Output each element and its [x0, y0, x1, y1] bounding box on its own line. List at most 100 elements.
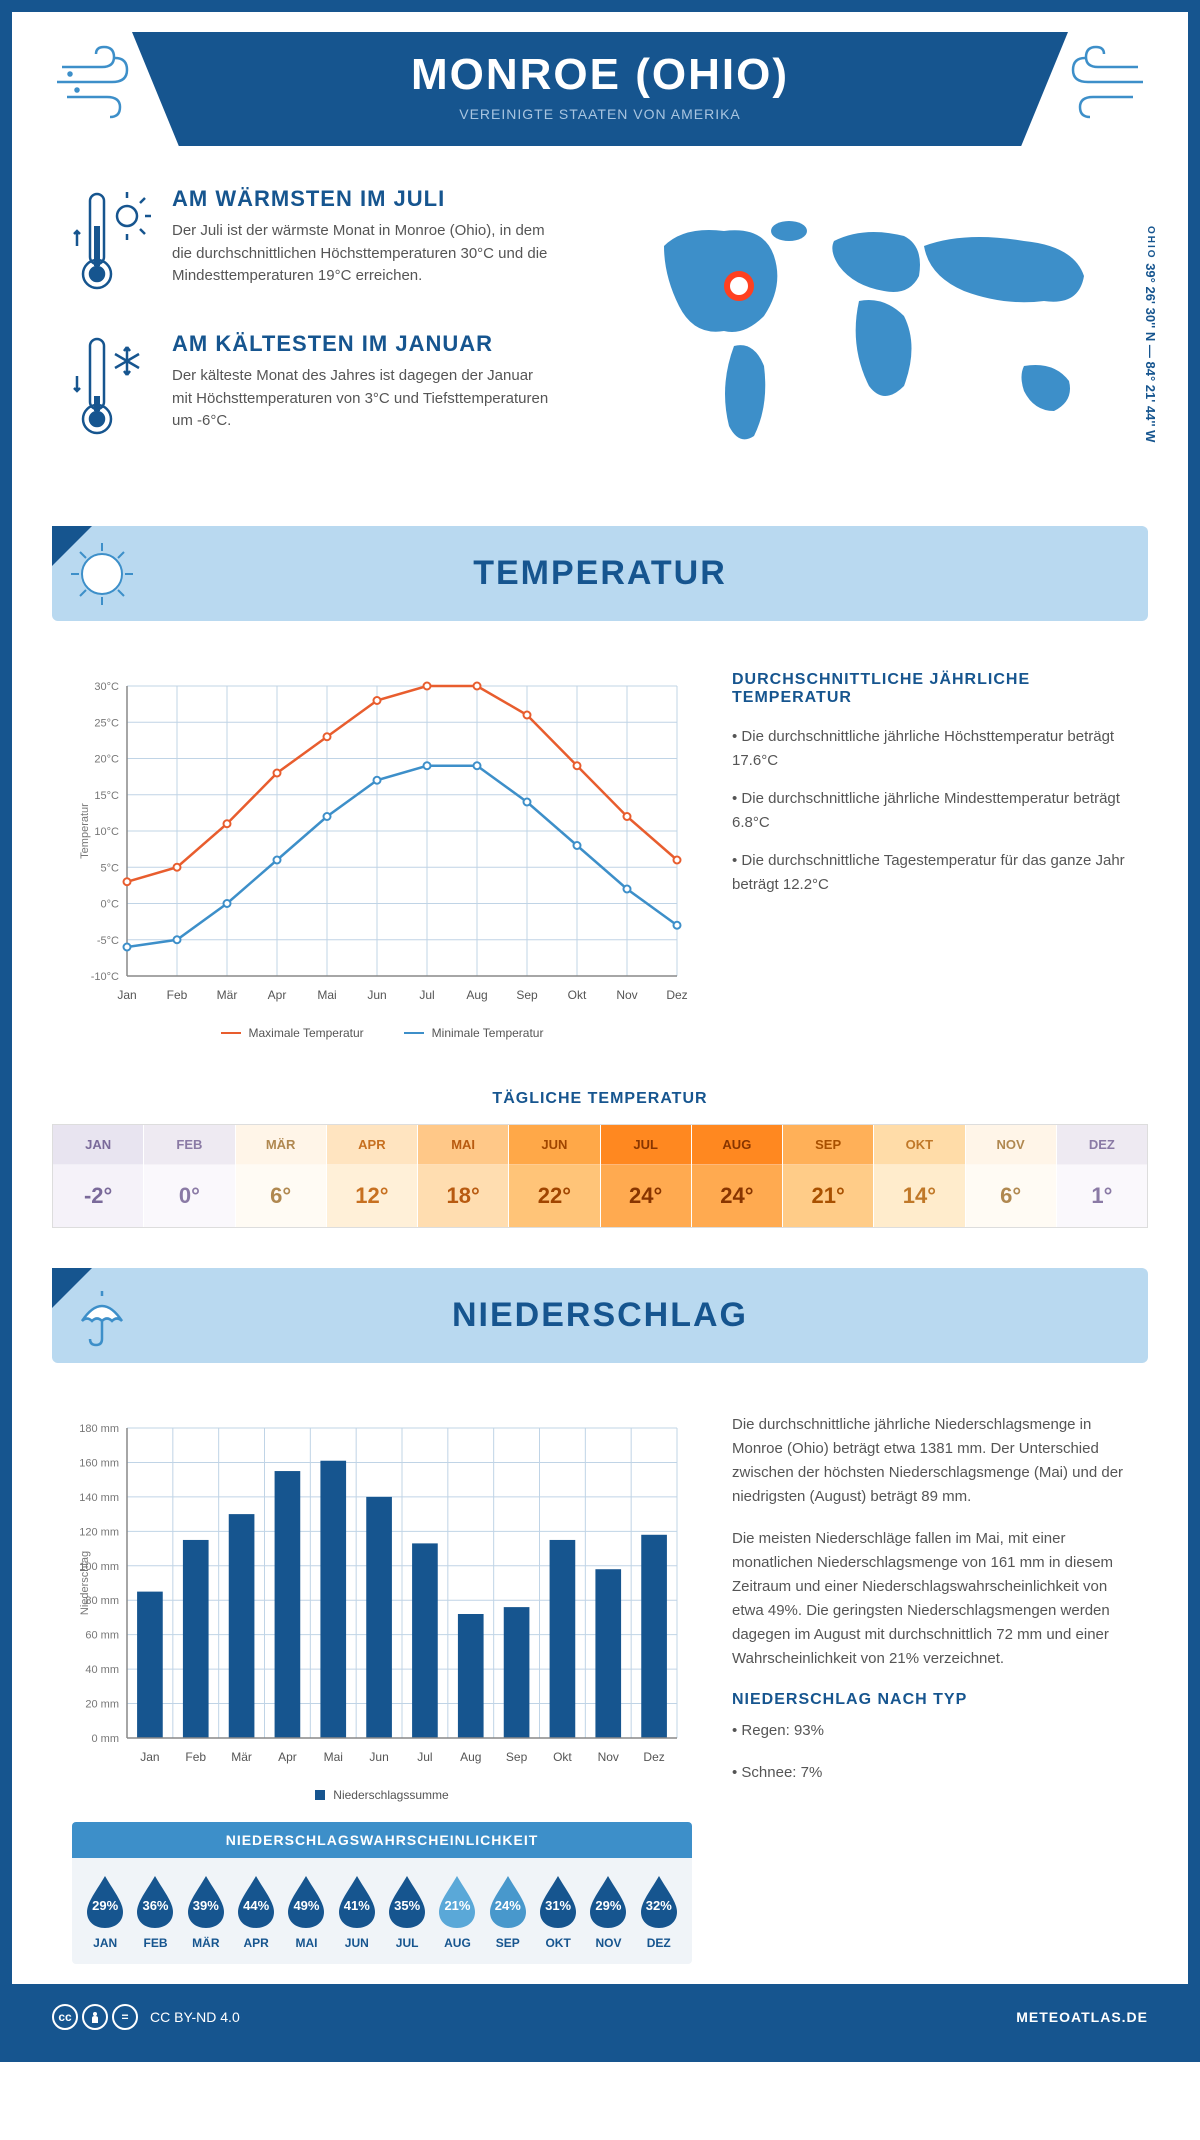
- probability-cell: 32% DEZ: [634, 1872, 684, 1950]
- daily-cell: APR 12°: [326, 1125, 417, 1227]
- daily-temp-title: TÄGLICHE TEMPERATUR: [12, 1090, 1188, 1108]
- precipitation-chart: 0 mm20 mm40 mm60 mm80 mm100 mm120 mm140 …: [72, 1413, 692, 1802]
- raindrop-icon: 29%: [81, 1872, 129, 1930]
- svg-text:Nov: Nov: [616, 988, 637, 1002]
- svg-text:Dez: Dez: [666, 988, 687, 1002]
- svg-text:Aug: Aug: [460, 1750, 481, 1764]
- temperature-info: DURCHSCHNITTLICHE JÄHRLICHE TEMPERATUR •…: [732, 671, 1128, 1040]
- precip-type-bullet: • Schnee: 7%: [732, 1761, 1128, 1785]
- coldest-title: AM KÄLTESTEN IM JANUAR: [172, 331, 552, 357]
- svg-text:15°C: 15°C: [94, 790, 119, 802]
- temp-info-title: DURCHSCHNITTLICHE JÄHRLICHE TEMPERATUR: [732, 671, 1128, 707]
- raindrop-icon: 44%: [232, 1872, 280, 1930]
- precip-paragraph: Die durchschnittliche jährliche Niedersc…: [732, 1413, 1128, 1509]
- raindrop-icon: 49%: [282, 1872, 330, 1930]
- precipitation-legend: Niederschlagssumme: [72, 1788, 692, 1802]
- svg-text:0°C: 0°C: [101, 899, 120, 911]
- svg-text:5°C: 5°C: [101, 862, 120, 874]
- world-map-block: OHIO 39° 26' 30'' N — 84° 21' 44'' W: [620, 186, 1128, 476]
- probability-cell: 21% AUG: [432, 1872, 482, 1950]
- svg-text:Niederschlag: Niederschlag: [79, 1551, 91, 1615]
- raindrop-icon: 41%: [333, 1872, 381, 1930]
- precipitation-body: 0 mm20 mm40 mm60 mm80 mm100 mm120 mm140 …: [12, 1383, 1188, 1984]
- umbrella-icon: [52, 1268, 152, 1363]
- temperature-title: TEMPERATUR: [52, 554, 1148, 593]
- temperature-chart: -10°C-5°C0°C5°C10°C15°C20°C25°C30°CJanFe…: [72, 671, 692, 1040]
- probability-box: NIEDERSCHLAGSWAHRSCHEINLICHKEIT 29% JAN …: [72, 1822, 692, 1964]
- intro-section: AM WÄRMSTEN IM JULI Der Juli ist der wär…: [12, 146, 1188, 506]
- svg-text:60 mm: 60 mm: [85, 1630, 119, 1642]
- svg-text:Jan: Jan: [117, 988, 136, 1002]
- svg-text:-10°C: -10°C: [91, 971, 119, 983]
- svg-text:160 mm: 160 mm: [79, 1457, 119, 1469]
- svg-text:20 mm: 20 mm: [85, 1699, 119, 1711]
- probability-cell: 41% JUN: [332, 1872, 382, 1950]
- country-subtitle: VEREINIGTE STAATEN VON AMERIKA: [172, 106, 1028, 122]
- daily-cell: NOV 6°: [965, 1125, 1056, 1227]
- probability-cell: 29% JAN: [80, 1872, 130, 1950]
- cc-by-icon: [82, 2004, 108, 2030]
- daily-cell: OKT 14°: [873, 1125, 964, 1227]
- svg-text:Apr: Apr: [268, 988, 287, 1002]
- city-title: MONROE (OHIO): [172, 50, 1028, 100]
- svg-text:40 mm: 40 mm: [85, 1664, 119, 1676]
- daily-cell: JUL 24°: [600, 1125, 691, 1227]
- daily-temp-table: JAN -2° FEB 0° MÄR 6° APR 12° MAI 18° JU…: [52, 1124, 1148, 1228]
- probability-cell: 24% SEP: [483, 1872, 533, 1950]
- page-footer: cc = CC BY-ND 4.0 METEOATLAS.DE: [12, 1984, 1188, 2050]
- svg-text:Feb: Feb: [185, 1750, 206, 1764]
- svg-text:Mär: Mär: [217, 988, 238, 1002]
- warmest-block: AM WÄRMSTEN IM JULI Der Juli ist der wär…: [72, 186, 580, 301]
- license-text: CC BY-ND 4.0: [150, 2009, 240, 2025]
- svg-text:Dez: Dez: [643, 1750, 664, 1764]
- svg-text:-5°C: -5°C: [97, 935, 119, 947]
- warmest-title: AM WÄRMSTEN IM JULI: [172, 186, 552, 212]
- raindrop-icon: 24%: [484, 1872, 532, 1930]
- precip-type-title: NIEDERSCHLAG NACH TYP: [732, 1691, 1128, 1709]
- raindrop-icon: 32%: [635, 1872, 683, 1930]
- precip-paragraph: Die meisten Niederschläge fallen im Mai,…: [732, 1527, 1128, 1671]
- svg-text:Mai: Mai: [324, 1750, 343, 1764]
- probability-title: NIEDERSCHLAGSWAHRSCHEINLICHKEIT: [72, 1822, 692, 1858]
- svg-text:Temperatur: Temperatur: [79, 803, 91, 859]
- daily-cell: DEZ 1°: [1056, 1125, 1147, 1227]
- svg-text:Apr: Apr: [278, 1750, 297, 1764]
- svg-text:Sep: Sep: [516, 988, 538, 1002]
- warmest-text: Der Juli ist der wärmste Monat in Monroe…: [172, 220, 552, 288]
- svg-text:Mai: Mai: [317, 988, 336, 1002]
- site-name: METEOATLAS.DE: [1016, 2009, 1148, 2025]
- precip-type-bullet: • Regen: 93%: [732, 1719, 1128, 1743]
- svg-text:20°C: 20°C: [94, 754, 119, 766]
- temperature-section-header: TEMPERATUR: [52, 526, 1148, 621]
- svg-text:Sep: Sep: [506, 1750, 528, 1764]
- svg-text:Jun: Jun: [367, 988, 386, 1002]
- daily-cell: MÄR 6°: [235, 1125, 326, 1227]
- raindrop-icon: 35%: [383, 1872, 431, 1930]
- daily-cell: FEB 0°: [143, 1125, 234, 1227]
- probability-cell: 49% MAI: [281, 1872, 331, 1950]
- coordinates: OHIO 39° 26' 30'' N — 84° 21' 44'' W: [1143, 226, 1158, 442]
- probability-cell: 35% JUL: [382, 1872, 432, 1950]
- precipitation-title: NIEDERSCHLAG: [52, 1296, 1148, 1335]
- world-map-icon: [620, 186, 1128, 466]
- svg-text:180 mm: 180 mm: [79, 1423, 119, 1435]
- cc-icon: cc: [52, 2004, 78, 2030]
- probability-cell: 44% APR: [231, 1872, 281, 1950]
- wind-icon: [52, 42, 152, 127]
- precipitation-info: Die durchschnittliche jährliche Niedersc…: [732, 1413, 1128, 1964]
- svg-text:30°C: 30°C: [94, 681, 119, 693]
- svg-text:Jul: Jul: [417, 1750, 432, 1764]
- svg-text:0 mm: 0 mm: [92, 1733, 120, 1745]
- svg-text:Jun: Jun: [369, 1750, 388, 1764]
- daily-cell: SEP 21°: [782, 1125, 873, 1227]
- probability-cell: 36% FEB: [130, 1872, 180, 1950]
- probability-row: 29% JAN 36% FEB 39% MÄR 44% APR: [72, 1858, 692, 1964]
- thermometer-hot-icon: [72, 186, 152, 301]
- precipitation-section-header: NIEDERSCHLAG: [52, 1268, 1148, 1363]
- daily-cell: AUG 24°: [691, 1125, 782, 1227]
- wind-icon: [1048, 42, 1148, 127]
- raindrop-icon: 39%: [182, 1872, 230, 1930]
- coldest-block: AM KÄLTESTEN IM JANUAR Der kälteste Mona…: [72, 331, 580, 446]
- raindrop-icon: 21%: [433, 1872, 481, 1930]
- sun-icon: [52, 526, 152, 621]
